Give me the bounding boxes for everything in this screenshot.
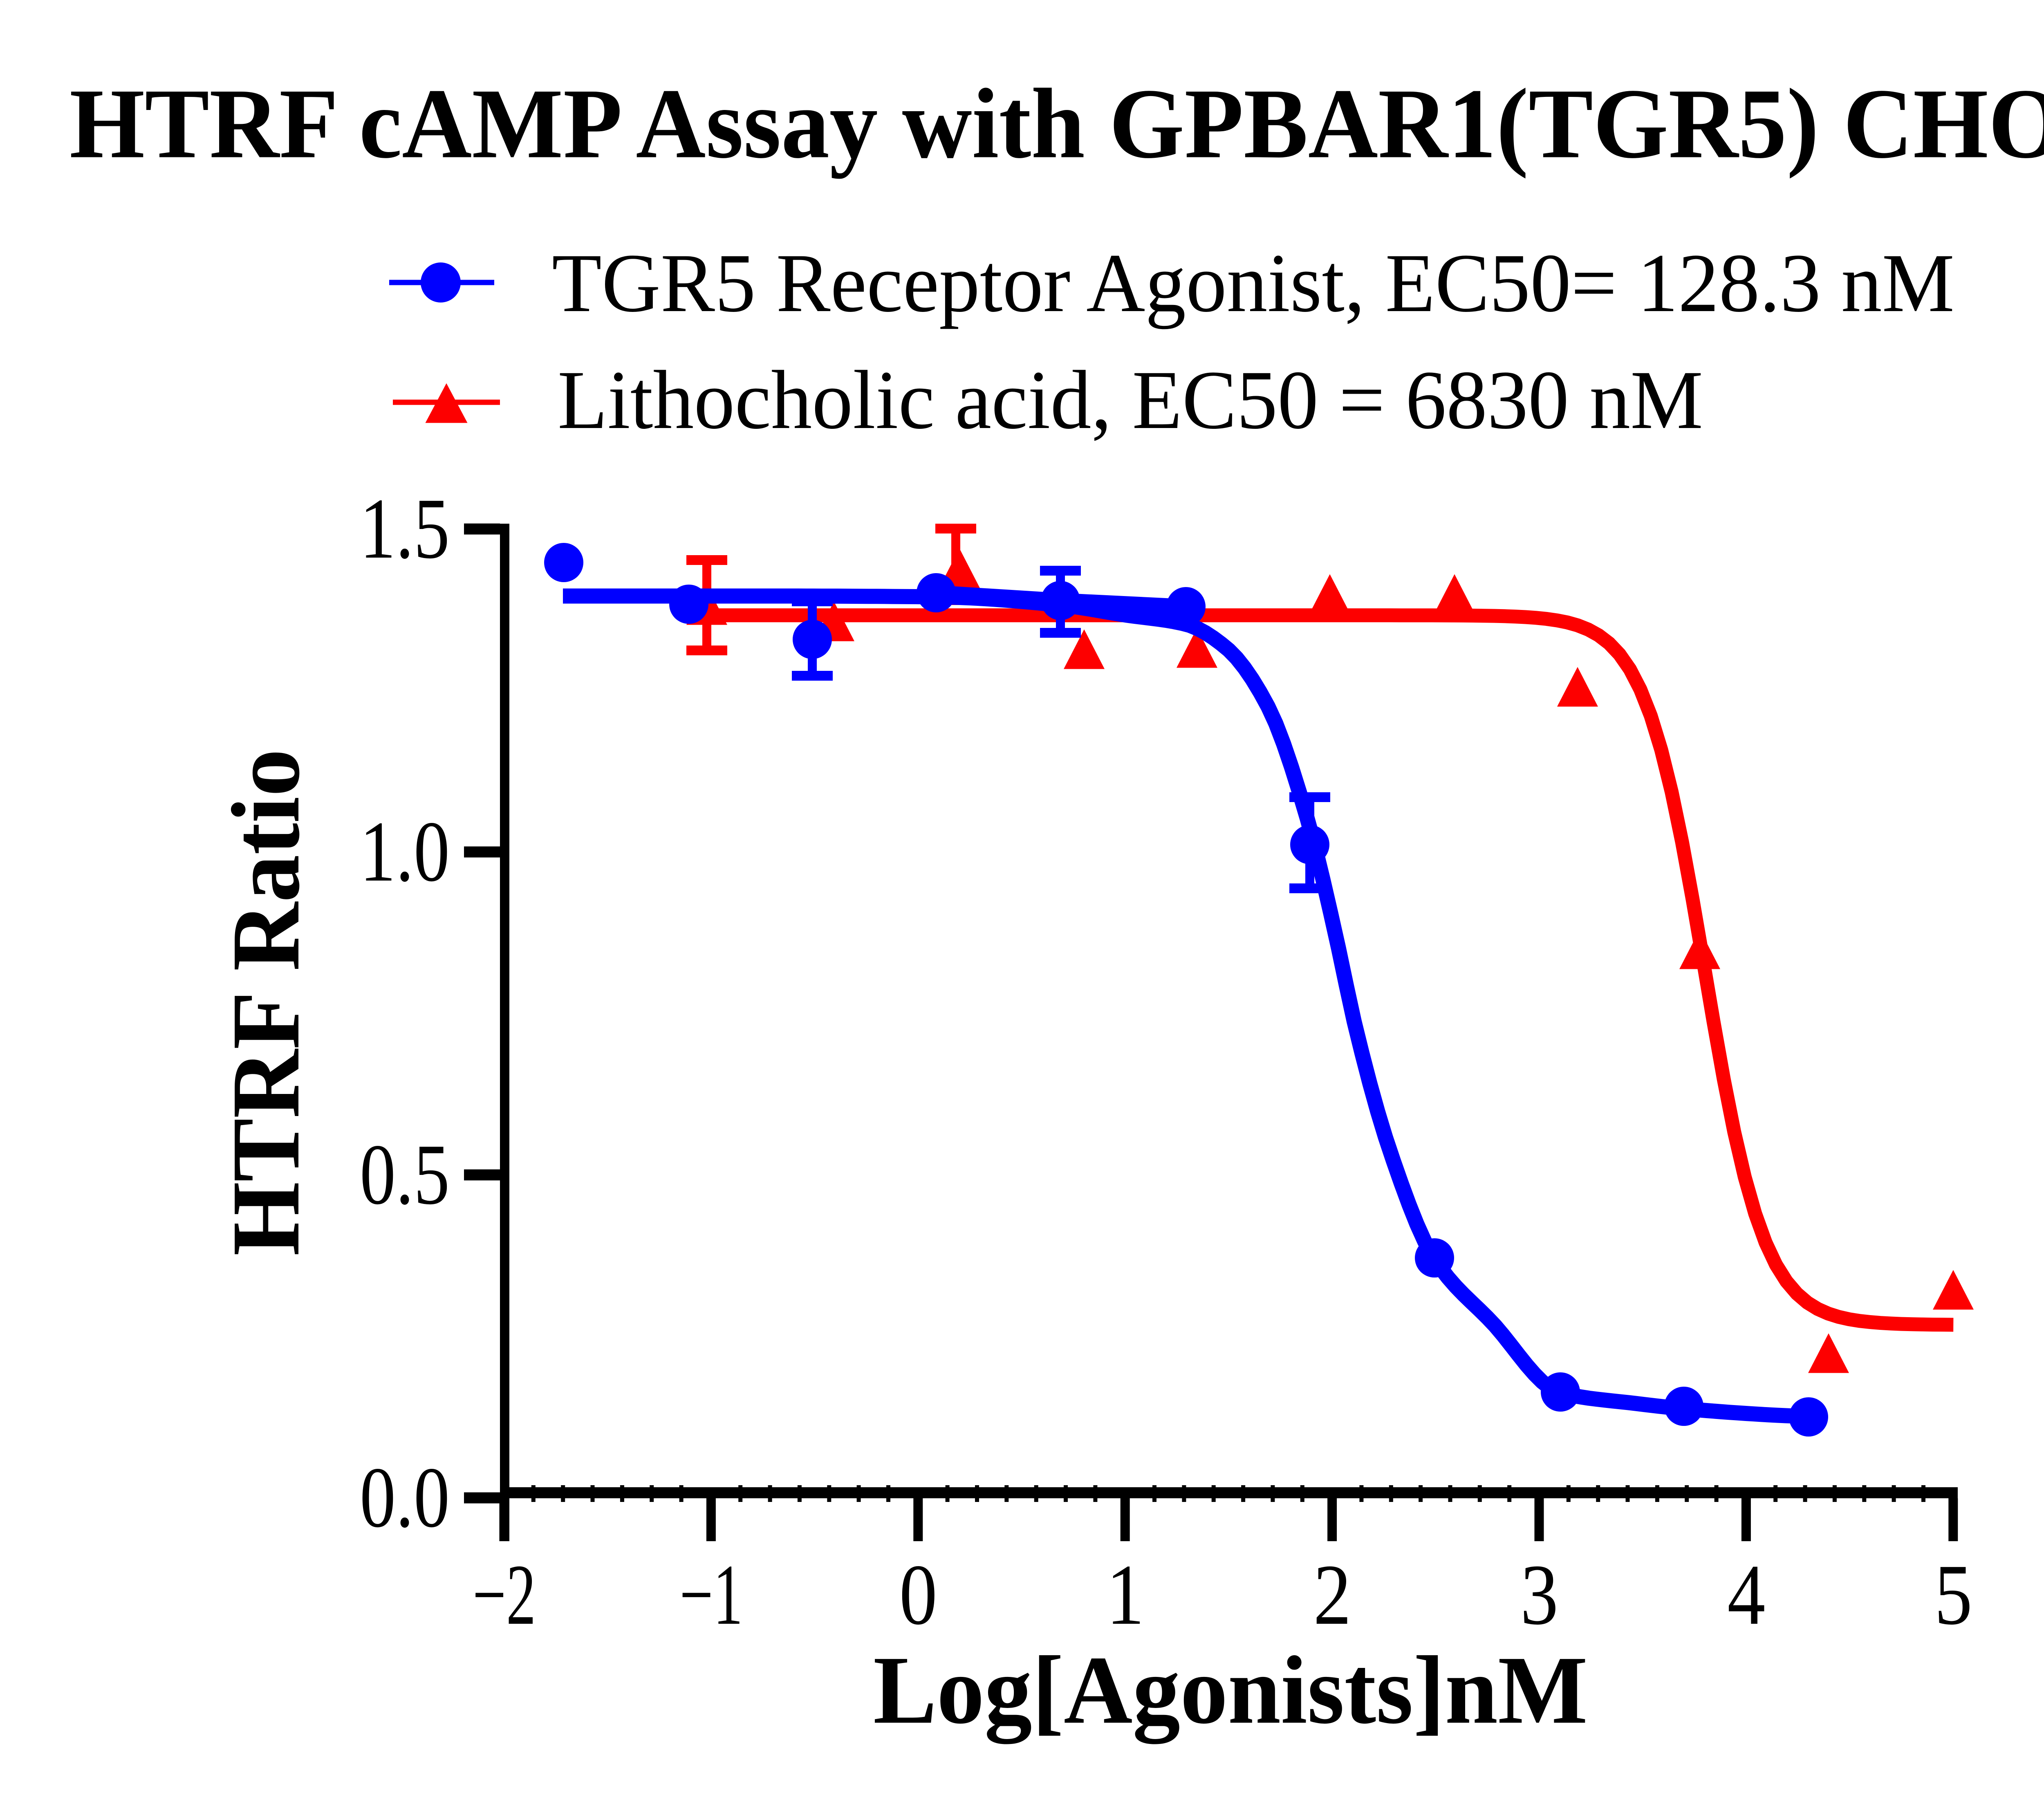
svg-text:1.5: 1.5 bbox=[360, 480, 450, 576]
svg-text:0.5: 0.5 bbox=[360, 1126, 450, 1222]
svg-text:2: 2 bbox=[1313, 1547, 1351, 1643]
svg-text:−1: −1 bbox=[679, 1547, 743, 1643]
svg-text:Lithocholic acid, EC50 = 6830: Lithocholic acid, EC50 = 6830 nM bbox=[558, 354, 1703, 446]
svg-text:3: 3 bbox=[1520, 1547, 1558, 1643]
svg-text:TGR5 Receptor Agonist, EC50= 1: TGR5 Receptor Agonist, EC50= 128.3 nM bbox=[552, 237, 1954, 329]
svg-text:4: 4 bbox=[1727, 1547, 1765, 1643]
svg-text:1.0: 1.0 bbox=[360, 803, 450, 899]
svg-text:Log[Agonists]nM: Log[Agonists]nM bbox=[873, 1636, 1588, 1744]
svg-text:HTRF cAMP Assay with GPBAR1(TG: HTRF cAMP Assay with GPBAR1(TGR5) CHO bbox=[69, 68, 2044, 179]
svg-text:0.0: 0.0 bbox=[360, 1449, 450, 1545]
svg-text:5: 5 bbox=[1934, 1547, 1972, 1643]
svg-text:−2: −2 bbox=[473, 1547, 536, 1643]
svg-text:HTRF Ratio: HTRF Ratio bbox=[212, 749, 320, 1256]
svg-text:1: 1 bbox=[1106, 1547, 1144, 1643]
svg-text:0: 0 bbox=[899, 1547, 937, 1643]
